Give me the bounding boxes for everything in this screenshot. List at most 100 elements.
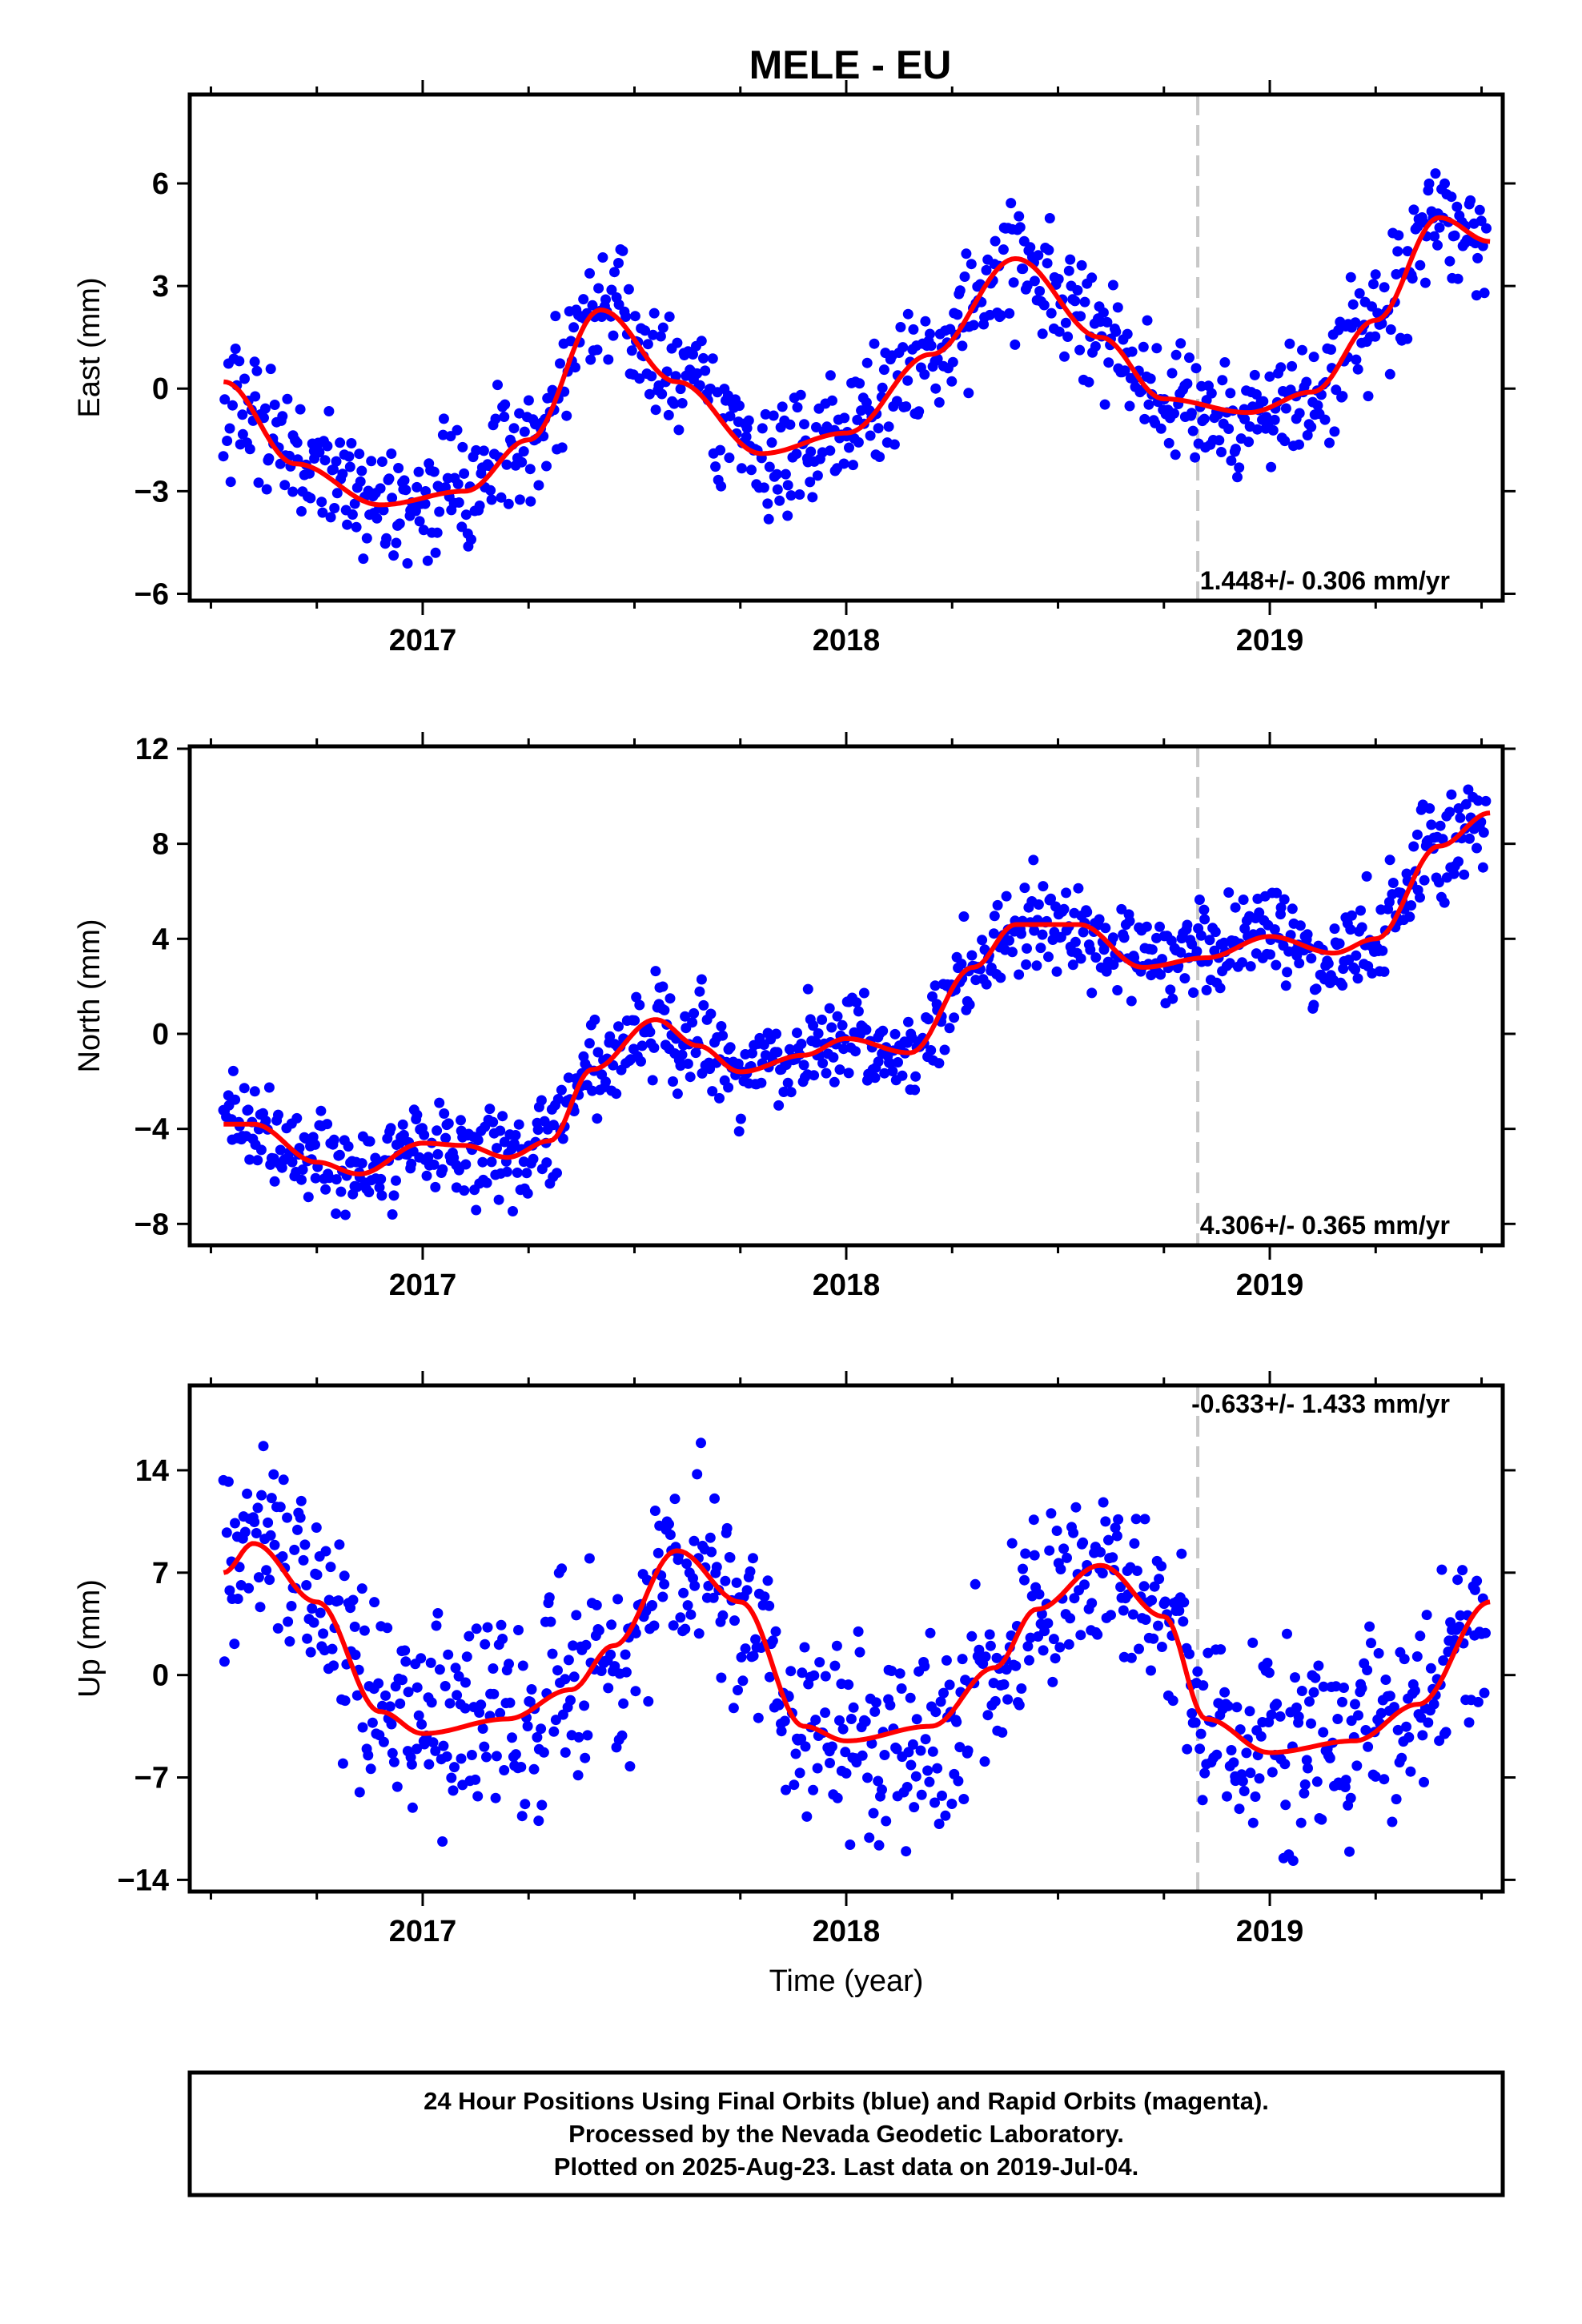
position-dot	[374, 1182, 385, 1193]
position-dot	[782, 510, 793, 521]
position-dot	[1195, 1743, 1206, 1755]
position-dot	[295, 1512, 306, 1523]
position-dot	[1301, 376, 1312, 388]
position-dot	[1284, 338, 1295, 349]
position-dot	[1271, 887, 1283, 899]
position-dot	[550, 311, 561, 322]
position-dot	[547, 384, 558, 396]
position-dot	[275, 458, 286, 469]
position-dot	[1294, 439, 1304, 450]
position-dot	[298, 1554, 309, 1566]
position-dot	[1086, 1598, 1098, 1609]
position-dot	[839, 412, 850, 424]
position-dot	[834, 1715, 845, 1726]
position-dot	[925, 1627, 936, 1638]
position-dot	[1480, 1627, 1491, 1638]
position-dot	[486, 494, 497, 505]
position-dot	[1107, 1552, 1118, 1563]
position-dot	[541, 460, 552, 472]
position-dot	[606, 1619, 617, 1630]
position-dot	[1186, 408, 1197, 419]
position-dot	[905, 1692, 916, 1703]
position-dot	[919, 1661, 930, 1672]
position-dot	[930, 383, 942, 394]
position-dot	[964, 999, 975, 1010]
position-dot	[369, 1597, 380, 1608]
position-dot	[1078, 1537, 1089, 1548]
position-dot	[1166, 368, 1178, 379]
position-dot	[486, 1156, 497, 1168]
position-dot	[1385, 324, 1396, 335]
position-dot	[1239, 1786, 1250, 1796]
position-dot	[613, 258, 624, 268]
position-dot	[1423, 178, 1435, 189]
position-dot	[705, 1063, 716, 1075]
position-dot	[1245, 1767, 1256, 1779]
position-dot	[557, 1133, 568, 1144]
position-dot	[809, 1670, 820, 1681]
position-dot	[618, 1698, 629, 1709]
position-dot	[284, 1636, 295, 1647]
position-dot	[412, 1743, 422, 1755]
position-dot	[1438, 1655, 1449, 1666]
position-dot	[378, 1736, 389, 1747]
position-dot	[785, 419, 796, 430]
position-dot	[1271, 1699, 1283, 1710]
position-dot	[1384, 1691, 1395, 1702]
position-dot	[617, 245, 628, 256]
position-dot	[1046, 1508, 1057, 1519]
position-dot	[795, 389, 806, 400]
position-dot	[741, 1585, 753, 1596]
position-dot	[377, 1700, 387, 1711]
position-dot	[1303, 1763, 1313, 1774]
position-dot	[1429, 231, 1440, 242]
position-dot	[1214, 435, 1225, 446]
position-dot	[1028, 854, 1039, 866]
position-dot	[234, 356, 245, 367]
position-dot	[1318, 1681, 1329, 1692]
position-dot	[407, 1802, 418, 1813]
position-dot	[263, 1517, 274, 1528]
footer-border	[187, 2070, 1505, 2197]
position-dot	[877, 382, 888, 393]
position-dot	[524, 464, 536, 475]
position-dot	[790, 1748, 801, 1759]
position-dot	[608, 330, 619, 341]
position-dot	[356, 1158, 367, 1169]
position-dot	[1075, 1630, 1086, 1641]
position-dot	[826, 1741, 837, 1752]
position-dot	[856, 405, 867, 416]
position-dot	[320, 1184, 331, 1195]
position-dot	[420, 486, 432, 497]
position-dot	[1219, 357, 1231, 368]
position-dot	[311, 1522, 322, 1533]
position-dot	[218, 451, 229, 462]
position-dot	[1043, 244, 1054, 255]
position-dot	[349, 498, 360, 509]
position-dot	[1312, 400, 1323, 411]
position-dot	[484, 1104, 496, 1115]
position-dot	[1331, 384, 1342, 396]
position-dot	[1151, 343, 1162, 354]
position-dot	[748, 1651, 759, 1662]
position-dot	[1195, 930, 1207, 941]
position-dot	[1241, 1747, 1252, 1759]
position-dot	[620, 1649, 631, 1660]
position-dot	[808, 1020, 819, 1031]
position-dot	[544, 1592, 555, 1603]
position-dot	[817, 1058, 829, 1069]
position-dot	[1228, 1757, 1239, 1768]
position-dot	[848, 460, 858, 471]
position-dot	[1326, 344, 1336, 355]
position-dot	[868, 1807, 879, 1819]
position-dot	[648, 1620, 660, 1631]
position-dot	[391, 537, 402, 549]
position-dot	[1432, 239, 1443, 251]
position-dot	[406, 1158, 417, 1169]
position-dot	[966, 950, 978, 961]
position-dot	[219, 394, 231, 405]
position-dot	[1156, 1561, 1167, 1572]
position-dot	[1050, 1653, 1061, 1664]
position-dot	[979, 1756, 990, 1767]
position-dot	[825, 445, 836, 456]
